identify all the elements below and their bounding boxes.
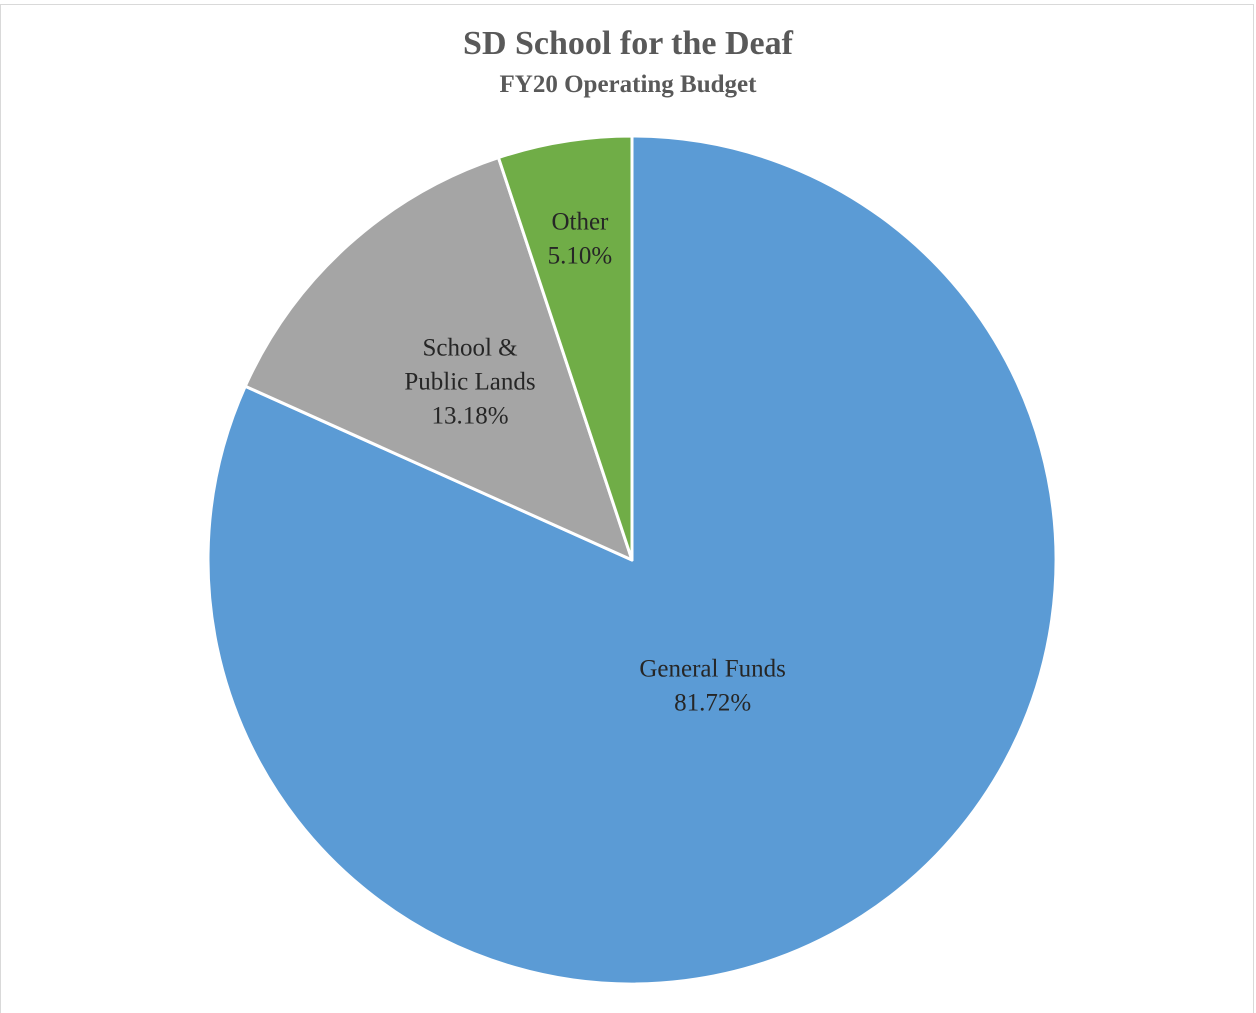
pie-slice-category-label: Other [551, 209, 609, 236]
chart-subtitle: FY20 Operating Budget [499, 71, 757, 98]
pie-slices [206, 134, 1058, 986]
pie-slice-value-label: 13.18% [431, 403, 508, 430]
pie-slice-category-label: Public Lands [404, 369, 535, 396]
pie-slice-label-0: General Funds 81.72% [639, 656, 786, 717]
pie-slice-value-label: 81.72% [674, 690, 751, 717]
pie-slice-category-label: General Funds [639, 656, 786, 683]
pie-slice-2 [496, 134, 634, 562]
pie-slice-category-label: School & [422, 335, 517, 362]
pie-slice-1 [243, 156, 634, 562]
pie-slice-label-2: Other 5.10% [548, 209, 613, 270]
pie-labels: General Funds 81.72% School & Public Lands 1… [404, 209, 785, 717]
pie-slice-value-label: 5.10% [548, 243, 613, 270]
pie-slice-label-1: School & Public Lands 13.18% [404, 335, 535, 430]
chart-title: SD School for the Deaf [463, 25, 793, 62]
